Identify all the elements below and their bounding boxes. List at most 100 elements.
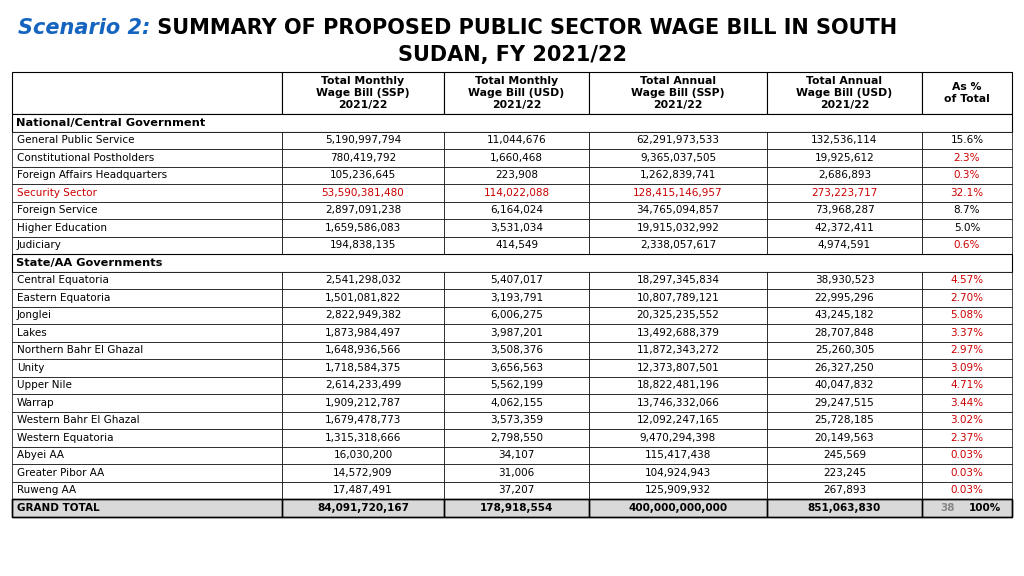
Text: 3,531,034: 3,531,034 bbox=[490, 223, 543, 233]
Bar bbox=[589, 359, 767, 377]
Bar bbox=[282, 464, 444, 482]
Bar bbox=[922, 359, 1012, 377]
Text: National/Central Government: National/Central Government bbox=[16, 118, 205, 128]
Text: Total Monthly
Wage Bill (USD)
2021/22: Total Monthly Wage Bill (USD) 2021/22 bbox=[468, 75, 564, 111]
Text: 26,327,250: 26,327,250 bbox=[815, 363, 874, 373]
Text: 40,047,832: 40,047,832 bbox=[815, 380, 874, 391]
Text: 2,338,057,617: 2,338,057,617 bbox=[640, 240, 716, 250]
Text: 104,924,943: 104,924,943 bbox=[645, 468, 711, 478]
Text: 2,897,091,238: 2,897,091,238 bbox=[325, 205, 401, 215]
Text: 3,193,791: 3,193,791 bbox=[489, 293, 543, 303]
Bar bbox=[444, 202, 589, 219]
Text: 3.09%: 3.09% bbox=[950, 363, 983, 373]
Bar bbox=[589, 482, 767, 499]
Text: 6,006,275: 6,006,275 bbox=[490, 310, 543, 320]
Text: 3,987,201: 3,987,201 bbox=[490, 328, 543, 338]
Bar bbox=[12, 464, 282, 482]
Bar bbox=[444, 306, 589, 324]
Bar bbox=[589, 464, 767, 482]
Text: Ruweng AA: Ruweng AA bbox=[17, 485, 76, 495]
Text: 34,765,094,857: 34,765,094,857 bbox=[637, 205, 720, 215]
Text: 4.57%: 4.57% bbox=[950, 275, 984, 285]
Text: 84,091,720,167: 84,091,720,167 bbox=[317, 503, 409, 513]
Bar bbox=[767, 499, 922, 517]
Text: 9,365,037,505: 9,365,037,505 bbox=[640, 153, 716, 163]
Bar bbox=[12, 342, 282, 359]
Text: 10,807,789,121: 10,807,789,121 bbox=[637, 293, 720, 303]
Text: 17,487,491: 17,487,491 bbox=[333, 485, 393, 495]
Text: 1,501,081,822: 1,501,081,822 bbox=[325, 293, 401, 303]
Bar bbox=[282, 149, 444, 166]
Bar bbox=[282, 446, 444, 464]
Text: Western Bahr El Ghazal: Western Bahr El Ghazal bbox=[17, 415, 139, 425]
Text: 223,245: 223,245 bbox=[823, 468, 866, 478]
Text: 15.6%: 15.6% bbox=[950, 135, 984, 145]
Bar bbox=[589, 202, 767, 219]
Bar bbox=[12, 446, 282, 464]
Text: 3.37%: 3.37% bbox=[950, 328, 984, 338]
Text: 20,149,563: 20,149,563 bbox=[815, 433, 874, 443]
Text: 42,372,411: 42,372,411 bbox=[815, 223, 874, 233]
Bar bbox=[12, 499, 1012, 517]
Text: Abyei AA: Abyei AA bbox=[17, 450, 63, 460]
Bar bbox=[12, 394, 282, 411]
Bar bbox=[282, 482, 444, 499]
Text: 22,995,296: 22,995,296 bbox=[815, 293, 874, 303]
Bar bbox=[282, 184, 444, 202]
Bar bbox=[282, 499, 444, 517]
Text: Northern Bahr El Ghazal: Northern Bahr El Ghazal bbox=[17, 345, 143, 355]
Bar bbox=[12, 482, 282, 499]
Bar bbox=[12, 289, 282, 306]
Bar bbox=[12, 149, 282, 166]
Text: 43,245,182: 43,245,182 bbox=[815, 310, 874, 320]
Bar bbox=[767, 411, 922, 429]
Text: 3.02%: 3.02% bbox=[950, 415, 983, 425]
Text: 9,470,294,398: 9,470,294,398 bbox=[640, 433, 716, 443]
Text: 13,746,332,066: 13,746,332,066 bbox=[637, 398, 720, 408]
Text: 25,260,305: 25,260,305 bbox=[815, 345, 874, 355]
Text: General Public Service: General Public Service bbox=[17, 135, 134, 145]
Bar bbox=[12, 131, 282, 149]
Text: 2,541,298,032: 2,541,298,032 bbox=[325, 275, 401, 285]
Text: 267,893: 267,893 bbox=[823, 485, 866, 495]
Bar bbox=[767, 342, 922, 359]
Text: 16,030,200: 16,030,200 bbox=[334, 450, 392, 460]
Bar bbox=[767, 377, 922, 394]
Bar bbox=[444, 499, 589, 517]
Text: 4.71%: 4.71% bbox=[950, 380, 984, 391]
Bar bbox=[444, 72, 589, 114]
Bar bbox=[589, 429, 767, 446]
Bar bbox=[444, 394, 589, 411]
Text: 2,686,893: 2,686,893 bbox=[818, 170, 871, 180]
Text: Security Sector: Security Sector bbox=[17, 188, 97, 198]
Bar bbox=[922, 324, 1012, 342]
Bar bbox=[767, 271, 922, 289]
Bar bbox=[922, 166, 1012, 184]
Bar bbox=[444, 271, 589, 289]
Bar bbox=[444, 324, 589, 342]
Text: 1,648,936,566: 1,648,936,566 bbox=[325, 345, 401, 355]
Bar bbox=[589, 499, 767, 517]
Bar bbox=[767, 306, 922, 324]
Text: Upper Nile: Upper Nile bbox=[17, 380, 72, 391]
Bar bbox=[922, 464, 1012, 482]
Text: 11,044,676: 11,044,676 bbox=[486, 135, 547, 145]
Bar bbox=[12, 114, 1012, 131]
Text: 34,107: 34,107 bbox=[499, 450, 535, 460]
Text: 5,407,017: 5,407,017 bbox=[490, 275, 543, 285]
Text: 1,659,586,083: 1,659,586,083 bbox=[325, 223, 401, 233]
Text: 2.37%: 2.37% bbox=[950, 433, 984, 443]
Text: Total Annual
Wage Bill (SSP)
2021/22: Total Annual Wage Bill (SSP) 2021/22 bbox=[631, 75, 725, 111]
Bar bbox=[922, 202, 1012, 219]
Bar bbox=[767, 464, 922, 482]
Bar bbox=[282, 72, 444, 114]
Bar bbox=[282, 306, 444, 324]
Bar bbox=[922, 184, 1012, 202]
Bar bbox=[767, 394, 922, 411]
Text: GRAND TOTAL: GRAND TOTAL bbox=[17, 503, 99, 513]
Text: 128,415,146,957: 128,415,146,957 bbox=[633, 188, 723, 198]
Text: 0.3%: 0.3% bbox=[953, 170, 980, 180]
Bar bbox=[767, 429, 922, 446]
Text: 2.70%: 2.70% bbox=[950, 293, 983, 303]
Bar bbox=[922, 394, 1012, 411]
